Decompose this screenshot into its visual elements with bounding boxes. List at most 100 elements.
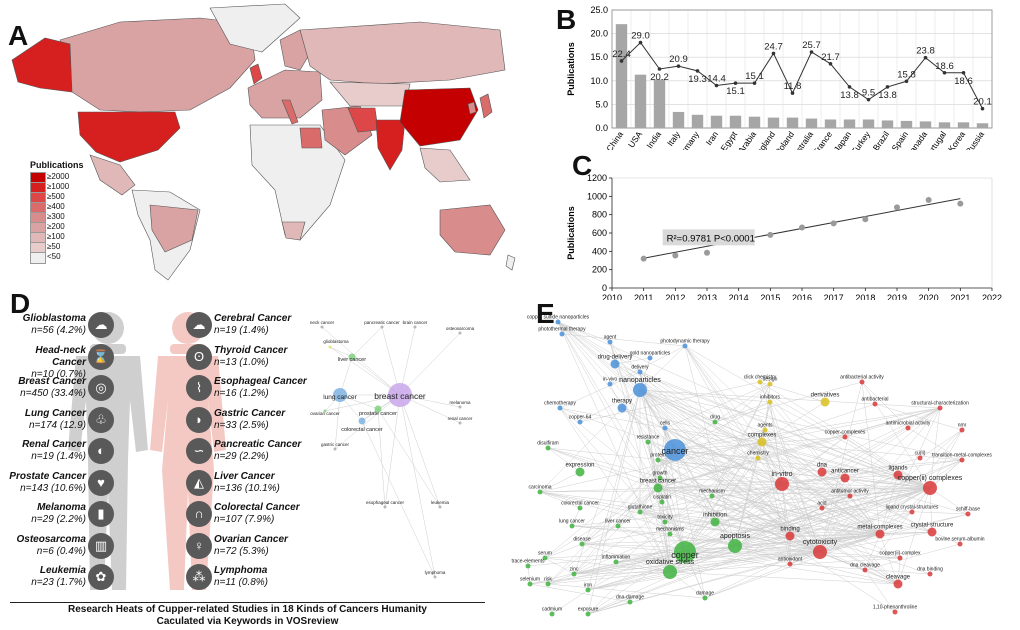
network-edge: [761, 441, 821, 553]
kidney-icon: ◐: [88, 438, 114, 464]
esophagus-icon: ⌇: [186, 375, 212, 401]
network-node: [657, 475, 663, 481]
cancer-name: Colorectal Cancer: [214, 502, 300, 513]
network-node: [664, 439, 686, 461]
network-node-label: antioxidant: [778, 557, 803, 563]
map-south-africa: [281, 221, 306, 241]
network-node: [647, 355, 653, 361]
panel-label-e: E: [536, 298, 555, 329]
network-node-label: esophageal cancer: [366, 500, 405, 505]
network-node: [525, 563, 531, 569]
network-node-label: therapy: [612, 399, 632, 405]
network-node-label: prostate cancer: [359, 411, 397, 417]
network-node: [927, 571, 933, 577]
network-node: [358, 417, 366, 425]
y-tick-label: 25.0: [590, 5, 608, 15]
network-node: [923, 481, 937, 495]
network-edges: [321, 326, 461, 578]
line-point-label: 13.8: [878, 90, 897, 101]
network-node-label: crystal-structure: [911, 523, 954, 529]
map-greenland: [209, 3, 301, 53]
network-node-label: resistance: [637, 435, 660, 441]
network-node: [348, 353, 356, 361]
network-edge: [879, 513, 969, 535]
cancer-name: Prostate Cancer: [9, 470, 86, 482]
network-edge: [573, 487, 659, 575]
network-edge: [864, 569, 896, 613]
network-edge: [547, 571, 671, 585]
cerebral-icon: ☁: [186, 312, 212, 338]
map-new-zealand: [505, 254, 516, 271]
scatter-point: [704, 249, 710, 256]
network-edge: [714, 441, 763, 523]
network-node-label: zinc: [570, 567, 579, 573]
cancer-name: Thyroid Cancer: [214, 344, 288, 356]
network-node-label: inhibition: [703, 513, 727, 519]
network-edge: [789, 495, 851, 537]
network-node: [728, 539, 742, 553]
network-node-label: iron: [584, 583, 593, 589]
network-edge: [657, 429, 766, 489]
line-point-label: 9.5: [862, 88, 875, 99]
network-edge: [609, 341, 641, 373]
network-node: [615, 523, 621, 529]
x-tick-label: 2012: [665, 293, 685, 300]
network-node-label: ovarian cancer: [310, 411, 340, 416]
network-edge: [639, 449, 676, 513]
network-edge: [547, 487, 659, 585]
network-node: [927, 527, 937, 537]
network-edge: [907, 427, 963, 461]
network-node-label: dna binding: [917, 567, 943, 573]
network-node-label: inhibitors: [760, 395, 781, 401]
x-tick-label: Russia: [963, 129, 986, 150]
network-edge: [639, 389, 783, 485]
network-edge: [734, 477, 846, 547]
network-node-label: glioblastoma: [323, 339, 349, 344]
x-tick-label: Italy: [665, 129, 683, 148]
network-node-label: binding: [780, 527, 799, 533]
network-node-label: nmr: [958, 423, 967, 429]
network-node-label: schiff-base: [956, 507, 980, 513]
network-edge: [761, 401, 826, 443]
y-tick-label: 400: [592, 246, 607, 256]
map-korea: [467, 101, 477, 115]
liver-icon: ◭: [186, 469, 212, 496]
network-edge: [639, 501, 663, 513]
network-edge: [789, 533, 881, 565]
network-edge: [657, 487, 713, 497]
line-point-label: 18.6: [954, 76, 973, 87]
skin-icon: ▮: [88, 501, 114, 527]
network-edge: [664, 427, 881, 535]
network-edge: [734, 401, 771, 547]
network-edge: [329, 346, 353, 358]
network-node: [323, 409, 327, 413]
map-se-asia: [419, 147, 471, 183]
cancer-name: Lymphoma: [214, 565, 268, 576]
network-node-label: gold nanoparticles: [630, 351, 671, 357]
network-edge: [581, 525, 619, 545]
network-node: [549, 611, 555, 617]
network-node-label: trace-elements: [511, 559, 545, 565]
map-legend-label: ≥1000: [47, 182, 70, 191]
network-edge: [879, 407, 941, 535]
network-edge: [639, 487, 659, 513]
network-edge: [657, 436, 846, 489]
network-node-label: drug: [710, 415, 720, 421]
network-node: [633, 383, 647, 397]
network-node: [333, 388, 347, 402]
network-node-label: photothermal therapy: [538, 327, 586, 333]
network-edge: [639, 389, 791, 565]
cancer-item-left: Renal Cancer n=19 (1.4%): [8, 439, 86, 463]
map-russia: [299, 21, 506, 85]
cancer-stat: n=19 (1.4%): [31, 451, 86, 462]
network-node: [712, 419, 718, 425]
cancer-item-right: Thyroid Cancer n=13 (1.0%): [214, 345, 309, 369]
network-edge: [573, 389, 641, 575]
line-point-label: 15.1: [745, 71, 764, 82]
network-edge: [919, 429, 963, 459]
network-node-label: oxidative stress: [646, 559, 695, 566]
y-tick-label: 10.0: [590, 76, 608, 86]
map-uk: [249, 63, 263, 85]
caption-line-2: Caculated via Keywords in VOSreview: [156, 616, 339, 627]
x-tick-label: 2010: [602, 293, 622, 300]
